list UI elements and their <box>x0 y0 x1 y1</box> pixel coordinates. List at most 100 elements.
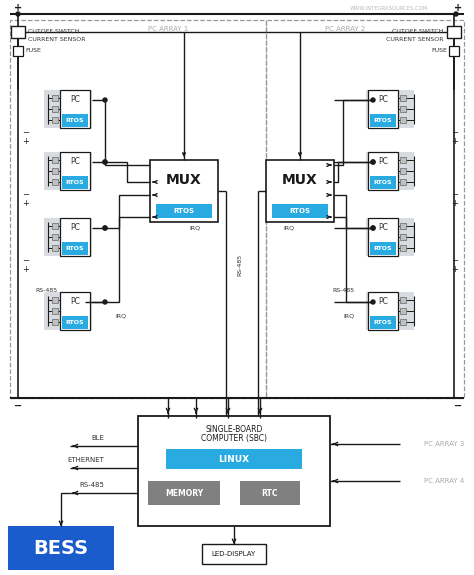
Text: ETHERNET: ETHERNET <box>67 457 104 463</box>
Text: −: − <box>454 401 462 411</box>
Bar <box>52 95 58 101</box>
Bar <box>52 234 58 240</box>
Text: CURRENT SENSOR: CURRENT SENSOR <box>386 37 444 42</box>
Text: RS-485: RS-485 <box>333 288 355 293</box>
Circle shape <box>103 160 107 164</box>
Bar <box>370 242 396 255</box>
Bar <box>52 223 58 229</box>
Text: RTOS: RTOS <box>66 247 84 251</box>
Circle shape <box>103 300 107 304</box>
Circle shape <box>16 12 20 16</box>
Text: −: − <box>14 401 22 411</box>
Text: −: − <box>22 128 29 137</box>
Bar <box>366 292 414 330</box>
Bar <box>400 223 406 229</box>
Text: +: + <box>22 136 29 145</box>
Text: CUTOFF SWITCH: CUTOFF SWITCH <box>28 29 80 34</box>
Text: PC: PC <box>70 224 80 232</box>
Circle shape <box>103 98 107 102</box>
Bar <box>148 481 220 505</box>
Text: PC: PC <box>70 297 80 306</box>
Text: PC ARRAY 4: PC ARRAY 4 <box>424 478 464 484</box>
Text: RS-485: RS-485 <box>35 288 57 293</box>
Bar <box>370 316 396 329</box>
Text: PC: PC <box>70 158 80 167</box>
Bar <box>272 204 328 218</box>
Text: +: + <box>22 198 29 208</box>
Bar <box>8 526 114 570</box>
Text: +: + <box>22 264 29 274</box>
Text: RTOS: RTOS <box>374 118 392 124</box>
Text: PC: PC <box>378 297 388 306</box>
Bar <box>62 242 88 255</box>
Text: IRQ: IRQ <box>189 225 200 231</box>
Circle shape <box>371 98 375 102</box>
Text: RTOS: RTOS <box>374 320 392 325</box>
Bar <box>62 176 88 189</box>
Text: PC: PC <box>70 95 80 105</box>
Bar <box>366 90 414 128</box>
Bar <box>52 297 58 303</box>
Circle shape <box>103 160 107 164</box>
Text: PC ARRAY 3: PC ARRAY 3 <box>424 441 464 447</box>
Text: WWW.INTEGRASOURCES.COM: WWW.INTEGRASOURCES.COM <box>350 6 428 11</box>
Bar <box>400 308 406 314</box>
Text: −: − <box>451 256 458 266</box>
Bar <box>150 160 218 222</box>
Bar <box>266 20 464 398</box>
Text: LED-DISPLAY: LED-DISPLAY <box>212 551 256 557</box>
Circle shape <box>371 160 375 164</box>
Bar <box>266 160 334 222</box>
Text: COMPUTER (SBC): COMPUTER (SBC) <box>201 435 267 443</box>
Bar <box>44 152 92 190</box>
Text: RTOS: RTOS <box>66 118 84 124</box>
Text: −: − <box>22 190 29 200</box>
Circle shape <box>103 226 107 230</box>
Bar <box>400 168 406 174</box>
Bar <box>400 234 406 240</box>
Text: PC: PC <box>378 224 388 232</box>
Text: RTOS: RTOS <box>374 247 392 251</box>
Text: PC: PC <box>378 95 388 105</box>
Bar <box>52 168 58 174</box>
Bar <box>400 106 406 112</box>
Bar <box>368 90 398 128</box>
Bar <box>370 176 396 189</box>
Bar <box>202 544 266 564</box>
Text: +: + <box>454 3 462 13</box>
Bar <box>400 297 406 303</box>
Circle shape <box>371 226 375 230</box>
Bar <box>166 449 302 469</box>
Circle shape <box>371 160 375 164</box>
Bar <box>366 218 414 256</box>
Circle shape <box>454 12 458 16</box>
Bar <box>400 319 406 325</box>
Bar <box>60 90 90 128</box>
Text: MUX: MUX <box>166 173 202 187</box>
Text: −: − <box>451 128 458 137</box>
Text: +: + <box>451 136 458 145</box>
Text: RTOS: RTOS <box>173 208 194 214</box>
Bar <box>62 114 88 127</box>
Bar <box>52 117 58 123</box>
Bar <box>138 416 330 526</box>
Text: +: + <box>451 198 458 208</box>
Bar <box>366 152 414 190</box>
Bar <box>60 292 90 330</box>
Bar <box>240 481 300 505</box>
Text: RTOS: RTOS <box>374 181 392 186</box>
Circle shape <box>103 226 107 230</box>
Text: PC: PC <box>378 158 388 167</box>
Bar <box>52 245 58 251</box>
Text: −: − <box>451 190 458 200</box>
Circle shape <box>371 226 375 230</box>
Bar <box>370 114 396 127</box>
Text: BLE: BLE <box>91 435 104 441</box>
Text: MEMORY: MEMORY <box>165 489 203 497</box>
Bar <box>400 245 406 251</box>
Bar <box>368 218 398 256</box>
Text: CURRENT SENSOR: CURRENT SENSOR <box>28 37 85 42</box>
Bar <box>449 46 459 56</box>
Text: RS-485: RS-485 <box>237 254 243 276</box>
Bar <box>400 95 406 101</box>
